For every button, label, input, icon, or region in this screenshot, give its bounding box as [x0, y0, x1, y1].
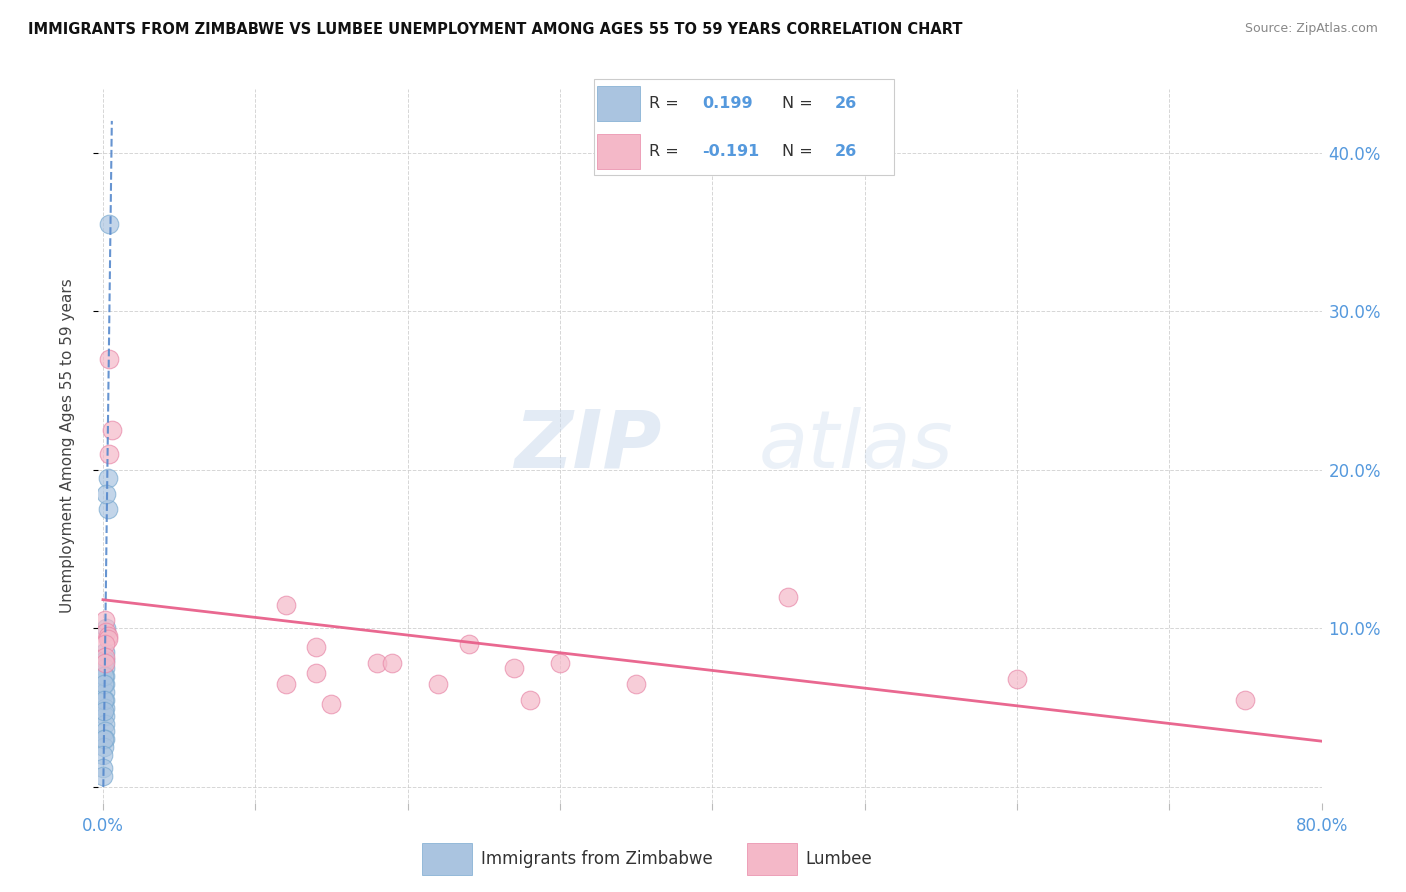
Point — [519, 692, 541, 706]
Point — [93, 692, 115, 706]
Point — [93, 669, 115, 683]
Point — [98, 351, 121, 366]
Point — [1005, 672, 1028, 686]
Text: N =: N = — [782, 96, 818, 111]
Y-axis label: Unemployment Among Ages 55 to 59 years: Unemployment Among Ages 55 to 59 years — [60, 278, 75, 614]
Point — [101, 423, 124, 437]
Point — [97, 629, 120, 643]
Point — [93, 708, 115, 723]
Point — [503, 661, 526, 675]
Point — [93, 614, 115, 628]
Point — [94, 685, 117, 699]
Point — [94, 645, 117, 659]
Point — [93, 657, 115, 671]
FancyBboxPatch shape — [593, 78, 894, 176]
Text: -0.191: -0.191 — [702, 145, 759, 160]
Point — [305, 665, 328, 680]
Text: R =: R = — [650, 145, 685, 160]
Text: 0.199: 0.199 — [702, 96, 752, 111]
Point — [98, 447, 121, 461]
Text: 26: 26 — [835, 96, 858, 111]
Point — [91, 769, 114, 783]
Point — [305, 640, 328, 655]
Text: Source: ZipAtlas.com: Source: ZipAtlas.com — [1244, 22, 1378, 36]
Point — [94, 661, 117, 675]
Point — [381, 657, 404, 671]
Point — [366, 657, 388, 671]
Text: N =: N = — [782, 145, 818, 160]
Point — [94, 669, 117, 683]
Point — [778, 590, 800, 604]
FancyBboxPatch shape — [596, 87, 640, 121]
Text: Lumbee: Lumbee — [806, 849, 872, 868]
Point — [274, 677, 297, 691]
Point — [93, 637, 115, 651]
Point — [457, 637, 479, 651]
Point — [93, 692, 115, 706]
Point — [548, 657, 571, 671]
Point — [93, 732, 115, 747]
Point — [1234, 692, 1257, 706]
Text: R =: R = — [650, 96, 685, 111]
Point — [93, 677, 115, 691]
Point — [93, 740, 115, 755]
Point — [94, 653, 117, 667]
FancyBboxPatch shape — [747, 843, 797, 875]
Point — [94, 621, 117, 635]
Point — [321, 698, 343, 712]
Point — [274, 598, 297, 612]
Point — [93, 700, 115, 714]
Point — [93, 761, 115, 775]
FancyBboxPatch shape — [596, 135, 640, 169]
Point — [93, 724, 115, 739]
Point — [94, 624, 117, 639]
Text: ZIP: ZIP — [513, 407, 661, 485]
Point — [97, 471, 120, 485]
Point — [97, 632, 120, 647]
Point — [93, 748, 115, 763]
Point — [93, 716, 115, 731]
FancyBboxPatch shape — [422, 843, 472, 875]
Point — [93, 732, 115, 747]
Point — [98, 217, 121, 231]
Point — [93, 704, 115, 718]
Point — [97, 502, 120, 516]
Point — [427, 677, 450, 691]
Text: 26: 26 — [835, 145, 858, 160]
Text: Immigrants from Zimbabwe: Immigrants from Zimbabwe — [481, 849, 713, 868]
Point — [624, 677, 647, 691]
Point — [94, 486, 117, 500]
Point — [93, 649, 115, 664]
Text: IMMIGRANTS FROM ZIMBABWE VS LUMBEE UNEMPLOYMENT AMONG AGES 55 TO 59 YEARS CORREL: IMMIGRANTS FROM ZIMBABWE VS LUMBEE UNEMP… — [28, 22, 963, 37]
Point — [94, 677, 117, 691]
Text: atlas: atlas — [759, 407, 953, 485]
